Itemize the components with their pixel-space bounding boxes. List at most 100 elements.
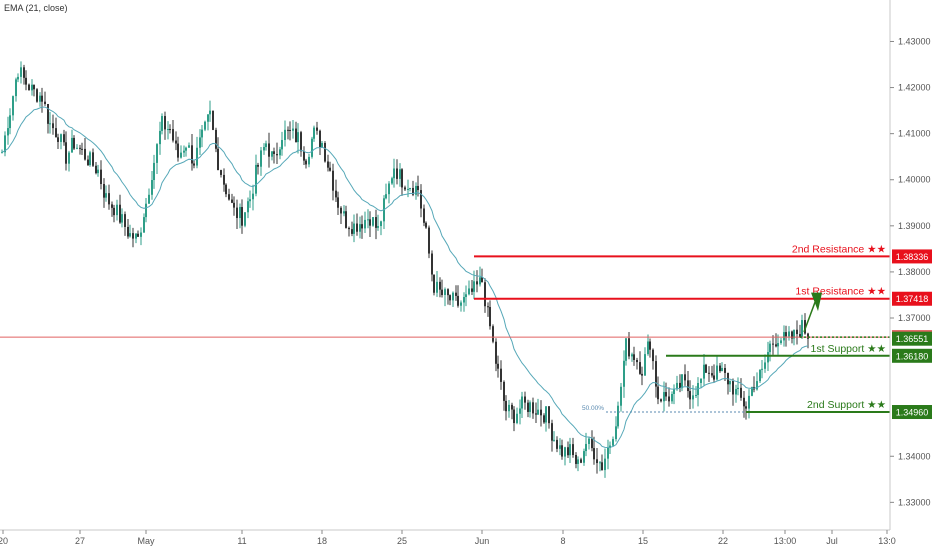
- candle-body: [281, 140, 283, 150]
- candle-body: [439, 281, 441, 290]
- candle-body: [585, 443, 587, 452]
- candle-body: [497, 363, 499, 369]
- candle-body: [364, 219, 366, 229]
- candle-body: [649, 341, 651, 350]
- candle-body: [244, 212, 246, 226]
- candle-body: [660, 399, 662, 402]
- candle-body: [508, 404, 510, 412]
- price-label: 1.36180: [896, 351, 929, 361]
- candle-body: [345, 211, 347, 228]
- candle-body: [681, 374, 683, 389]
- candle-body: [196, 147, 198, 166]
- candle-body: [127, 226, 129, 237]
- candle-body: [201, 129, 203, 138]
- candle-body: [351, 229, 353, 234]
- candle-body: [761, 368, 763, 370]
- candle-body: [545, 406, 547, 423]
- candle-body: [303, 151, 305, 161]
- candle-body: [703, 364, 705, 379]
- candle-body: [623, 360, 625, 387]
- x-tick-label: 15: [638, 536, 648, 546]
- candle-body: [260, 150, 262, 167]
- candle-body: [767, 352, 769, 363]
- candle-body: [321, 142, 323, 148]
- candle-body: [249, 199, 251, 202]
- candle-body: [209, 110, 211, 115]
- candle-body: [55, 128, 57, 138]
- candle-body: [593, 448, 595, 460]
- candle-body: [441, 289, 443, 295]
- candle-body: [84, 148, 86, 160]
- candle-body: [732, 380, 734, 395]
- candle-body: [311, 138, 313, 157]
- candle-body: [119, 204, 121, 223]
- candle-body: [335, 190, 337, 198]
- candle-body: [679, 382, 681, 389]
- candle-body: [625, 338, 627, 361]
- candle-body: [169, 129, 171, 131]
- candle-body: [191, 145, 193, 164]
- candle-body: [292, 128, 294, 131]
- candle-body: [391, 178, 393, 184]
- candle-body: [591, 438, 593, 449]
- y-tick-label: 1.33000: [898, 497, 931, 507]
- candle-body: [764, 362, 766, 369]
- levels-layer: 2nd Resistance ★★ 1.38336 1st Resistance ★…: [0, 243, 932, 420]
- candle-body: [444, 289, 446, 295]
- candle-body: [569, 444, 571, 456]
- candle-body: [705, 364, 707, 373]
- candle-body: [564, 447, 566, 457]
- candle-body: [455, 292, 457, 296]
- candle-body: [729, 380, 731, 385]
- candle-body: [404, 187, 406, 190]
- x-tick-label: 13:0: [878, 536, 896, 546]
- candle-body: [577, 459, 579, 464]
- candle-body: [327, 161, 329, 168]
- candle-body: [617, 405, 619, 427]
- candle-body: [665, 392, 667, 397]
- candle-body: [145, 203, 147, 218]
- candle-body: [452, 292, 454, 301]
- x-tick-label: 27: [75, 536, 85, 546]
- y-tick-label: 1.37000: [898, 313, 931, 323]
- candle-body: [12, 96, 14, 116]
- candle-body: [708, 372, 710, 374]
- candle-body: [511, 404, 513, 410]
- candle-body: [500, 368, 502, 382]
- candle-body: [423, 208, 425, 223]
- candle-body: [393, 168, 395, 179]
- candle-body: [65, 142, 67, 164]
- candle-body: [655, 361, 657, 387]
- price-label-box: [892, 348, 932, 363]
- candle-body: [433, 274, 435, 293]
- candle-body: [233, 202, 235, 208]
- candle-body: [319, 130, 321, 148]
- y-tick-label: 1.38000: [898, 267, 931, 277]
- candle-body: [95, 165, 97, 174]
- candle-body: [644, 354, 646, 376]
- candle-body: [457, 295, 459, 306]
- candle-body: [89, 152, 91, 166]
- candle-body: [463, 296, 465, 303]
- candle-body: [167, 129, 169, 131]
- candle-body: [633, 354, 635, 360]
- candle-body: [284, 129, 286, 141]
- candle-body: [521, 396, 523, 409]
- candle-body: [505, 400, 507, 412]
- candle-body: [52, 123, 54, 129]
- candle-body: [87, 159, 89, 166]
- candle-body: [689, 391, 691, 400]
- candle-body: [188, 145, 190, 148]
- ema-indicator-label[interactable]: EMA (21, close): [4, 3, 68, 13]
- candle-body: [137, 233, 139, 237]
- candle-body: [481, 277, 483, 283]
- candle-body: [772, 343, 774, 345]
- candle-body: [487, 306, 489, 308]
- candle-body: [396, 168, 398, 179]
- candle-body: [353, 223, 355, 234]
- candle-body: [652, 349, 654, 362]
